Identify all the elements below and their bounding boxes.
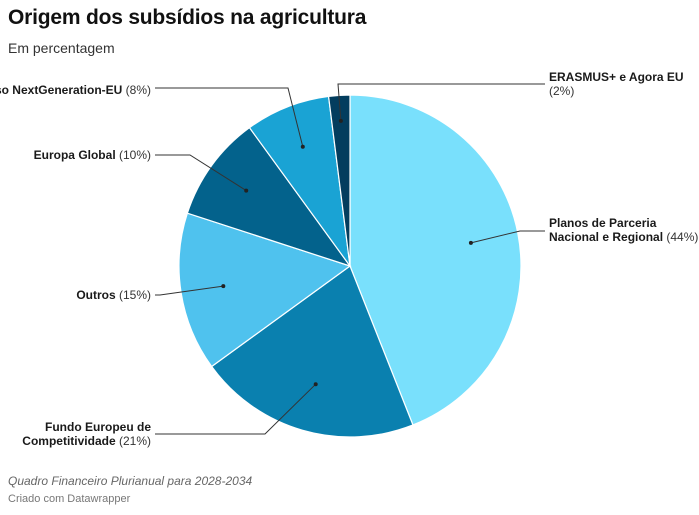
slice-label: Planos de Parceria Nacional e Regional (4… [549,216,698,244]
slice-label: Reebolso NextGeneration-EU (8%) [0,83,151,97]
leader-line [470,230,545,244]
pie-slice [210,265,414,438]
source-note: Quadro Financeiro Plurianual para 2028-2… [8,474,253,488]
pie-slice [186,126,352,268]
chart-subtitle: Em percentagem [8,40,115,56]
leader-dot [338,118,343,123]
leader-dot [313,382,318,387]
leader-line [155,154,247,192]
leader-dot [468,240,473,245]
slice-label: Europa Global (10%) [34,148,151,162]
leader-line [155,87,304,147]
leader-dot [300,144,305,149]
credit-text: Criado com Datawrapper [8,493,131,505]
leader-dot [244,188,249,193]
pie-slice [349,94,522,426]
leader-line [337,83,545,121]
chart-title: Origem dos subsídios na agricultura [8,6,367,29]
pie-slice [178,212,352,368]
leader-line [155,285,224,296]
leader-line [155,383,317,435]
slice-label: ERASMUS+ e Agora EU (2%) [549,70,684,98]
slice-label: Outros (15%) [76,288,151,302]
leader-dot [221,284,226,289]
slice-label: Fundo Europeu de Competitividade (21%) [22,420,151,448]
